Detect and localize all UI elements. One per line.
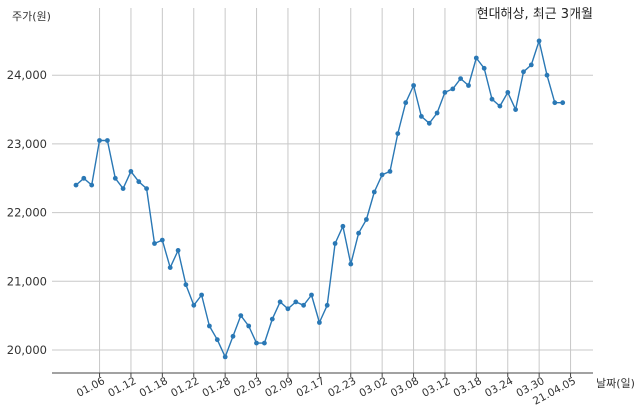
data-point: [97, 138, 102, 143]
x-tick-label: 01.18: [138, 375, 170, 400]
x-tick-label: 03.24: [483, 375, 515, 400]
data-point: [521, 69, 526, 75]
data-point: [317, 320, 322, 325]
data-point: [387, 169, 393, 174]
data-point: [371, 189, 377, 195]
data-point: [505, 90, 511, 95]
data-point: [497, 103, 503, 109]
x-tick-label: 03.02: [357, 375, 389, 400]
data-point: [458, 76, 463, 81]
data-point: [301, 302, 306, 308]
data-point: [128, 169, 134, 174]
data-point: [560, 100, 566, 106]
x-tick-label: 02.23: [326, 375, 358, 400]
x-tick-label: 01.22: [169, 375, 201, 400]
data-point: [167, 265, 173, 270]
data-point: [473, 55, 479, 61]
x-tick-label: 03.12: [420, 375, 452, 400]
series-layer: [73, 38, 566, 360]
y-tick-label: 23,000: [7, 137, 47, 151]
data-point: [536, 38, 542, 44]
data-point: [466, 83, 471, 88]
data-point: [112, 175, 118, 181]
data-point: [277, 299, 283, 305]
x-tick-label: 01.06: [75, 375, 107, 400]
data-point: [348, 261, 354, 267]
data-point: [199, 292, 205, 298]
chart-title: 현대해상, 최근 3개월: [477, 7, 593, 22]
data-point: [183, 282, 189, 288]
data-point: [434, 110, 440, 116]
data-point: [175, 248, 181, 253]
data-point: [395, 131, 401, 137]
axes: [52, 372, 593, 377]
x-tick-label: 02.17: [295, 375, 327, 400]
data-point: [81, 175, 87, 181]
data-point: [450, 86, 456, 92]
data-point: [293, 299, 299, 305]
gridlines: [52, 8, 593, 373]
x-tick-label: 02.03: [232, 375, 264, 400]
data-point: [309, 292, 314, 298]
data-point: [89, 182, 95, 188]
data-point: [419, 114, 424, 119]
data-point: [552, 100, 558, 106]
x-tick-labels: 01.06 01.12 01.18 01.22 01.28 02.03 02.09 02.17…: [75, 375, 578, 408]
data-point: [254, 340, 259, 346]
y-tick-label: 20,000: [7, 343, 47, 357]
y-tick-label: 22,000: [7, 206, 47, 220]
data-point: [230, 333, 236, 339]
data-point: [332, 241, 338, 246]
data-point: [152, 241, 157, 246]
data-point: [489, 96, 495, 102]
data-point: [214, 337, 220, 343]
data-point: [481, 65, 487, 71]
x-axis-label: 날짜(일): [596, 376, 635, 390]
data-point: [528, 62, 534, 68]
data-point: [340, 223, 346, 229]
data-point: [136, 179, 142, 185]
data-point: [379, 172, 385, 178]
y-tick-label: 21,000: [7, 274, 47, 288]
data-point: [222, 354, 228, 360]
y-axis-label: 주가(원): [12, 10, 51, 23]
data-point: [426, 120, 432, 126]
data-point: [246, 323, 252, 329]
data-point: [356, 230, 361, 236]
data-point: [411, 83, 416, 88]
data-point: [442, 90, 448, 95]
data-point: [191, 302, 197, 308]
x-tick-label: 03.18: [452, 375, 484, 400]
data-point: [105, 138, 110, 143]
data-point: [544, 72, 550, 78]
x-tick-label: 01.12: [106, 375, 138, 400]
data-point: [144, 186, 150, 192]
data-point: [513, 107, 518, 112]
x-tick-label: 03.08: [389, 375, 421, 400]
data-point: [403, 100, 409, 106]
data-point: [120, 186, 126, 192]
data-point: [262, 340, 267, 346]
x-tick-label: 02.09: [263, 375, 295, 400]
x-tick-label: 01.28: [200, 375, 232, 400]
data-point: [285, 306, 291, 312]
y-tick-label: 24,000: [7, 68, 47, 82]
data-point: [73, 182, 79, 188]
data-point: [207, 323, 212, 329]
y-tick-labels: 20,000 21,000 22,000 23,000 24,000: [7, 68, 47, 357]
data-point: [324, 302, 330, 308]
data-point: [238, 313, 244, 318]
data-point: [159, 237, 165, 243]
data-point: [269, 316, 275, 322]
data-point: [364, 217, 369, 222]
